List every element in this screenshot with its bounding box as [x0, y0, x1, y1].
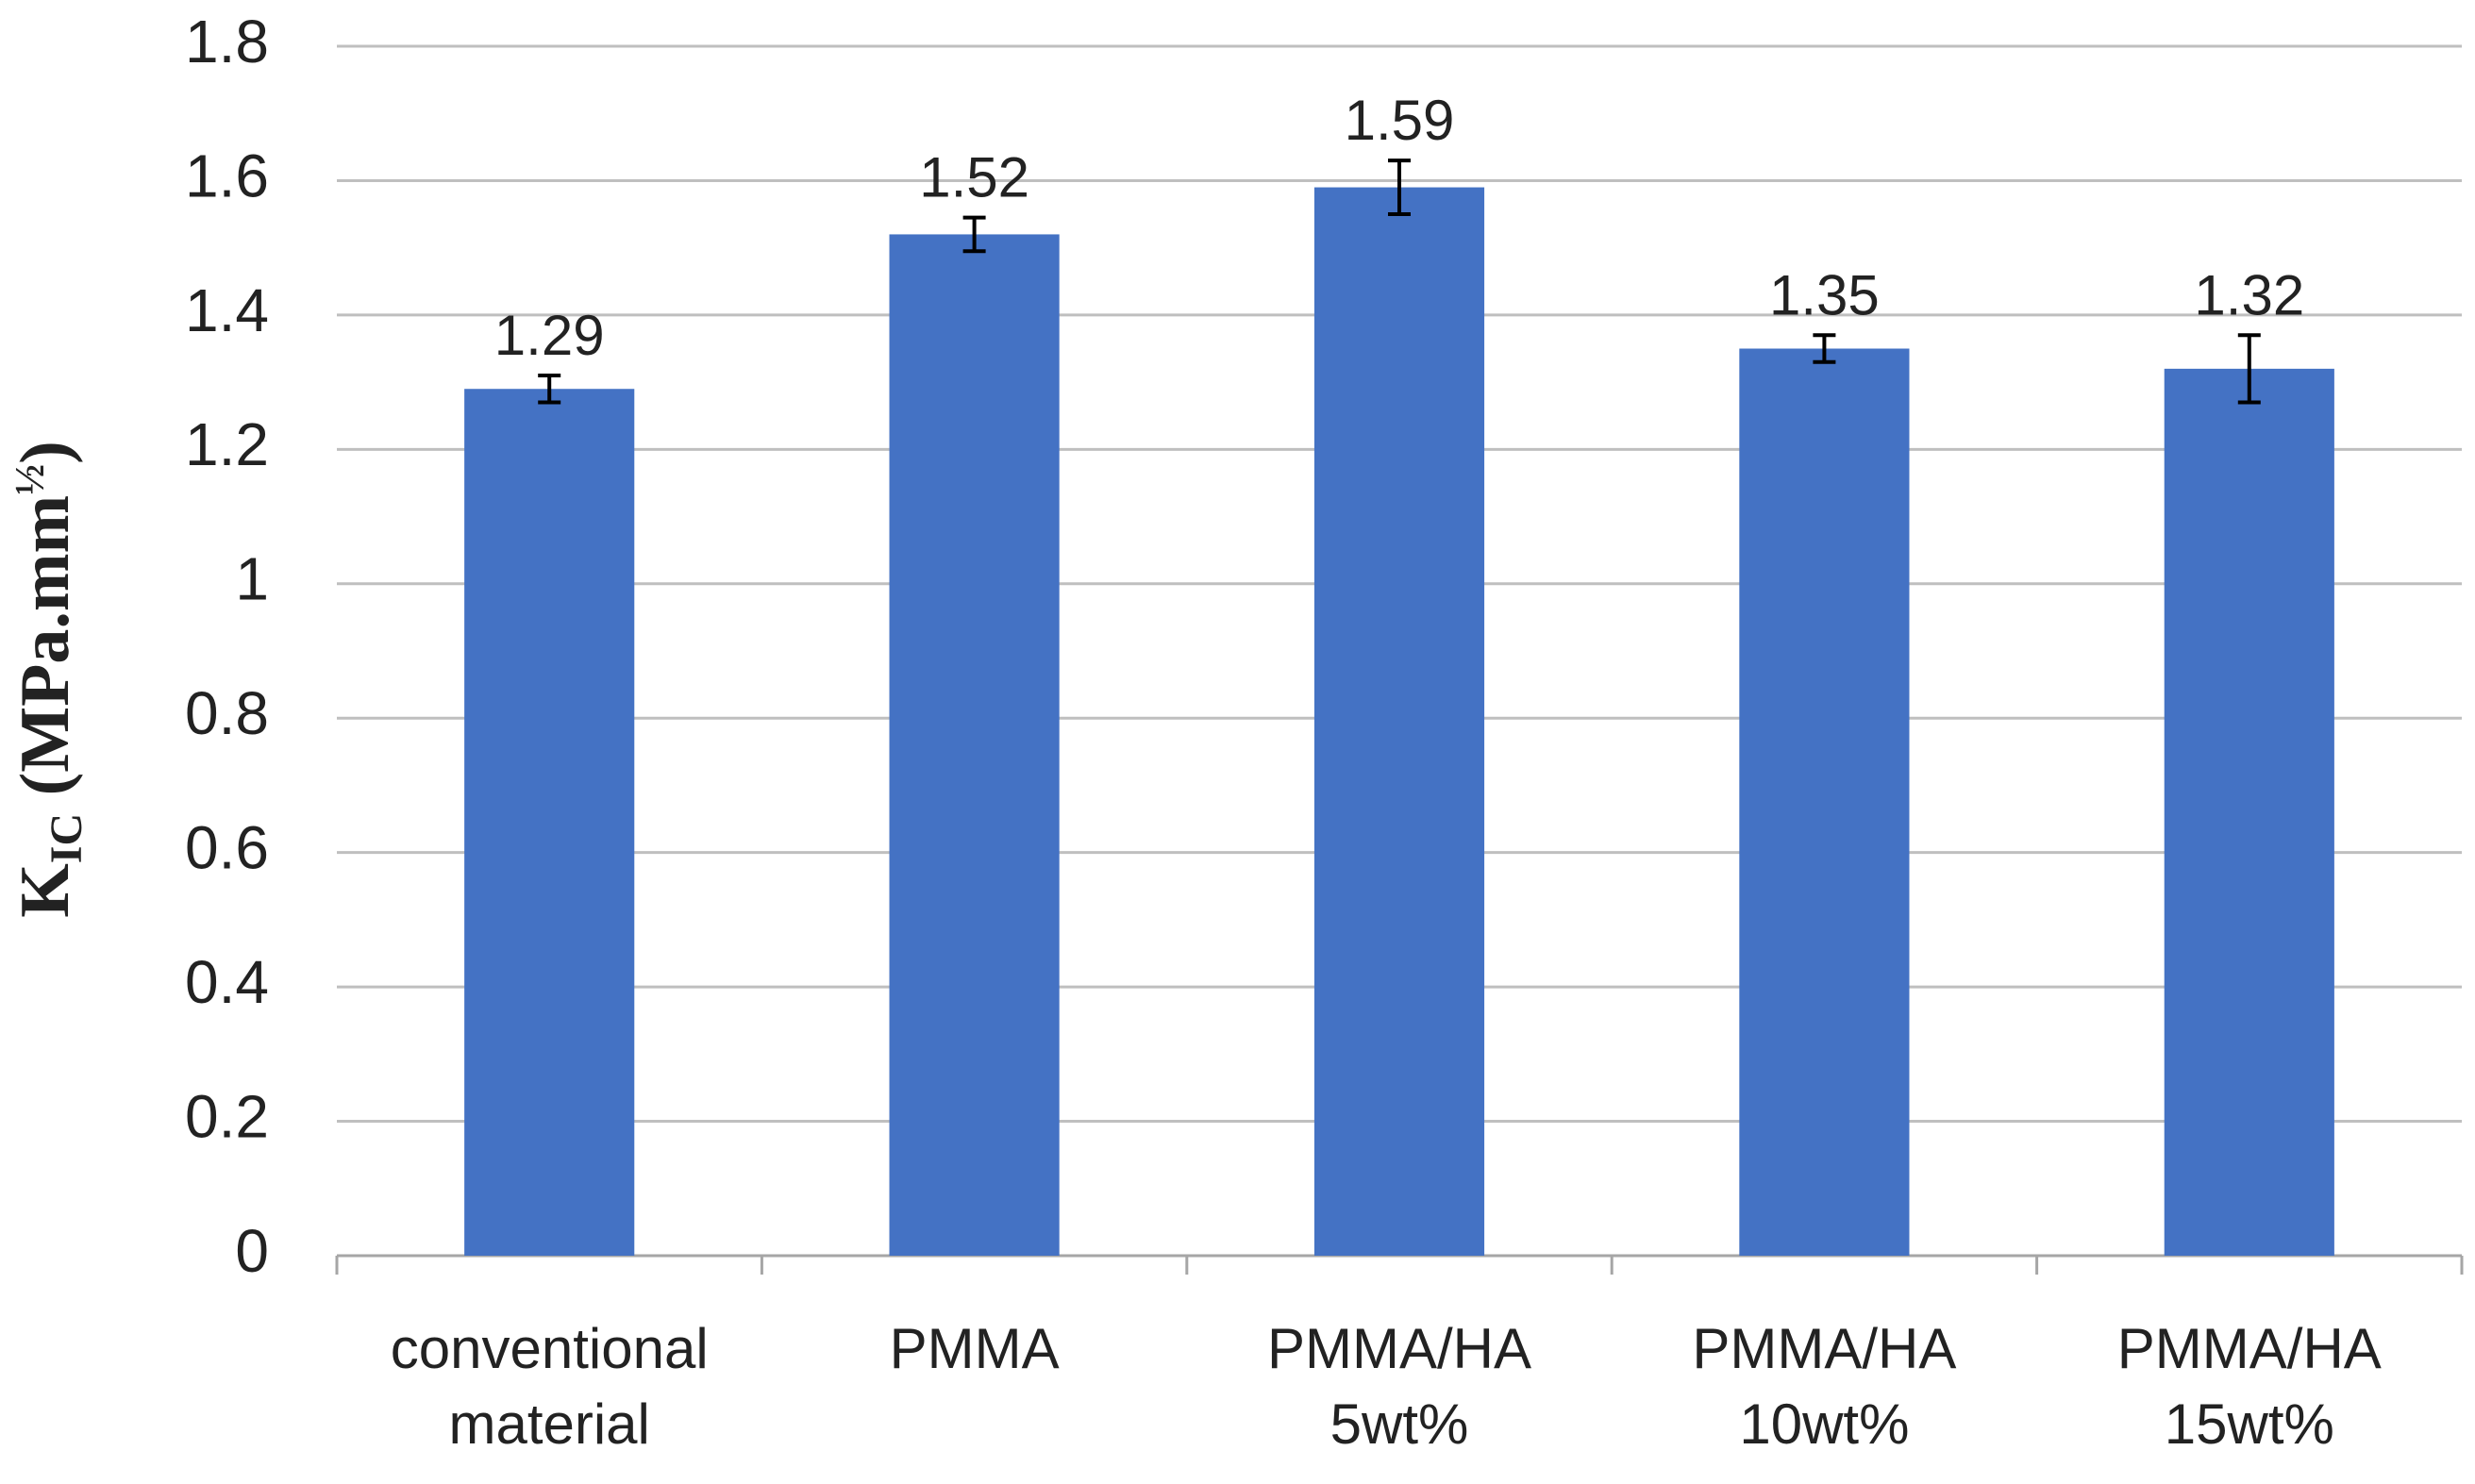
value-label: 1.32: [2194, 263, 2304, 326]
y-axis-label: KIC (MPa.mm½): [7, 441, 92, 918]
x-tick-label: 15wt%: [2165, 1392, 2334, 1456]
error-bar: [538, 373, 561, 405]
y-label-k: K: [7, 863, 84, 918]
error-bar: [1388, 158, 1411, 217]
x-tick-label: PMMA: [890, 1317, 1060, 1380]
y-tick-label: 1.4: [185, 276, 269, 344]
y-tick-label: 1.2: [185, 410, 269, 478]
y-tick-label: 1: [235, 545, 269, 613]
bar: [889, 234, 1060, 1256]
y-tick-label: 1.6: [185, 142, 269, 209]
y-label-sub: IC: [42, 813, 92, 863]
value-label: 1.52: [919, 146, 1029, 209]
y-label-unit: (MPa.mm: [7, 495, 84, 813]
error-bar: [1813, 333, 1836, 364]
y-label-sup: ½: [7, 464, 53, 495]
bar: [1313, 187, 1485, 1257]
x-tick-label: conventional: [391, 1317, 709, 1380]
error-bar: [2237, 333, 2261, 405]
bar: [1739, 348, 1910, 1256]
x-tick-label: PMMA/HA: [1692, 1317, 1956, 1380]
bar: [2164, 368, 2334, 1256]
y-label-end: ): [7, 441, 84, 464]
bar: [464, 389, 635, 1256]
y-tick-label: 0.2: [185, 1082, 269, 1150]
y-tick-label: 1.8: [185, 8, 269, 75]
x-tick-label: PMMA/HA: [2117, 1317, 2382, 1380]
error-bar: [962, 215, 986, 254]
y-tick-label: 0.4: [185, 948, 269, 1016]
x-tick-label: 5wt%: [1330, 1392, 1469, 1456]
x-tick-label: 10wt%: [1739, 1392, 1909, 1456]
value-label: 1.29: [494, 304, 605, 367]
value-label: 1.59: [1345, 89, 1455, 152]
y-tick-label: 0: [235, 1217, 269, 1285]
x-tick-label: material: [448, 1392, 649, 1456]
y-tick-label: 0.8: [185, 679, 269, 747]
y-tick-label: 0.6: [185, 814, 269, 882]
value-label: 1.35: [1769, 263, 1880, 326]
x-tick-label: PMMA/HA: [1267, 1317, 1531, 1380]
